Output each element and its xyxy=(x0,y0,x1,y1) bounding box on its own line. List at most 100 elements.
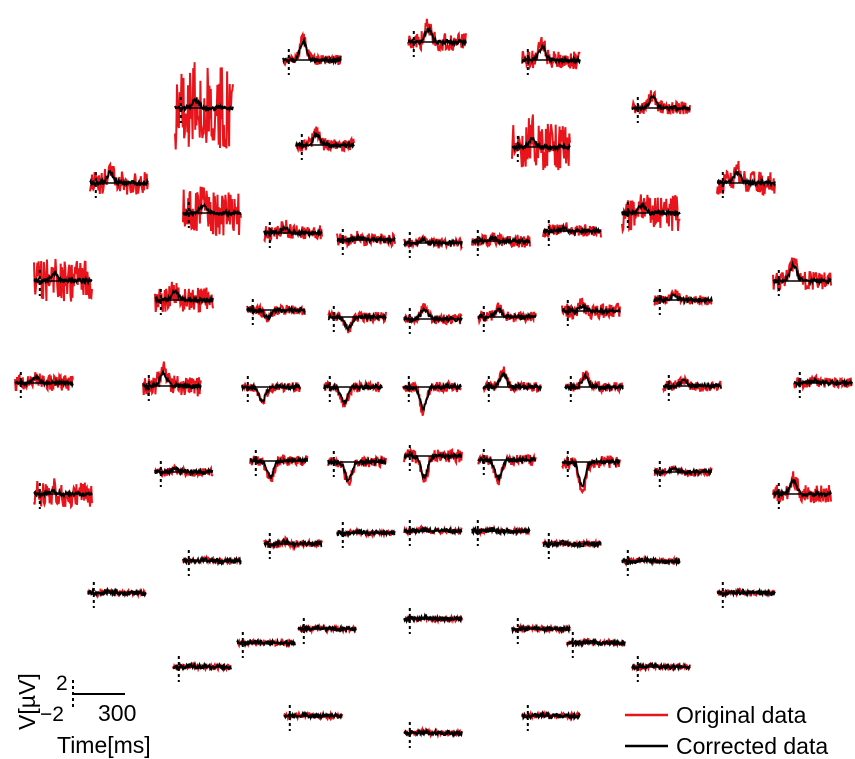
channel-panel xyxy=(772,471,832,509)
corrected-trace xyxy=(327,311,387,332)
legend-label-corrected: Corrected data xyxy=(676,733,828,759)
corrected-trace xyxy=(403,451,463,481)
channel-panel xyxy=(241,376,301,405)
corrected-trace xyxy=(182,202,242,219)
channel-panel xyxy=(33,258,93,302)
corrected-trace xyxy=(621,555,681,567)
original-trace xyxy=(154,281,214,313)
corrected-trace xyxy=(323,381,383,405)
channel-panel xyxy=(295,126,355,160)
corrected-trace xyxy=(621,202,681,218)
original-trace xyxy=(521,36,581,71)
channel-panel xyxy=(246,299,306,325)
channel-panel xyxy=(154,461,214,487)
corrected-trace xyxy=(403,525,463,536)
corrected-trace xyxy=(511,623,571,635)
channel-panel xyxy=(621,194,681,235)
corrected-trace xyxy=(631,661,691,673)
channel-panel xyxy=(477,302,537,332)
channel-panel xyxy=(403,608,463,634)
channel-panel xyxy=(511,114,571,171)
scale-bar-amplitude-tick-top: 2 xyxy=(56,672,68,695)
corrected-trace xyxy=(542,538,602,550)
corrected-trace xyxy=(521,710,581,722)
channel-panel xyxy=(542,220,602,246)
corrected-trace xyxy=(794,376,853,389)
corrected-trace xyxy=(327,456,387,482)
corrected-trace xyxy=(236,637,296,649)
channel-panel xyxy=(653,289,713,315)
corrected-trace xyxy=(716,168,776,189)
channel-panel xyxy=(403,302,463,334)
channel-panel xyxy=(323,376,383,409)
original-trace xyxy=(327,308,387,334)
scale-bar-time-label: Time[ms] xyxy=(57,732,151,758)
channel-panel xyxy=(403,445,463,483)
corrected-trace xyxy=(297,623,357,634)
original-trace xyxy=(246,302,306,323)
corrected-trace xyxy=(561,457,621,488)
corrected-trace xyxy=(403,235,463,249)
channel-panel xyxy=(33,478,93,510)
channel-panel xyxy=(283,705,343,731)
corrected-trace xyxy=(471,525,531,537)
original-trace xyxy=(154,463,214,479)
corrected-trace xyxy=(477,454,537,483)
corrected-trace xyxy=(566,637,626,649)
channel-panel xyxy=(142,361,202,401)
channel-panel xyxy=(182,186,242,236)
corrected-trace xyxy=(772,260,832,287)
corrected-trace xyxy=(477,307,537,322)
corrected-trace xyxy=(403,306,463,325)
original-trace xyxy=(511,114,571,171)
corrected-trace xyxy=(631,94,691,114)
corrected-trace xyxy=(471,234,531,247)
corrected-trace xyxy=(283,710,343,722)
corrected-trace xyxy=(89,170,149,188)
channel-panel xyxy=(631,656,691,682)
original-trace xyxy=(174,62,234,150)
channel-grid xyxy=(14,18,853,748)
corrected-trace xyxy=(403,727,463,739)
corrected-trace xyxy=(14,373,74,389)
channel-panel xyxy=(471,230,531,256)
corrected-trace xyxy=(172,661,232,672)
corrected-trace xyxy=(772,477,832,499)
original-trace xyxy=(142,361,202,397)
corrected-trace xyxy=(403,612,463,625)
corrected-trace xyxy=(402,381,462,412)
corrected-trace xyxy=(561,303,621,317)
corrected-trace xyxy=(564,371,624,393)
channel-panel xyxy=(561,297,621,326)
scale-bar-amplitude-label: V[µV] xyxy=(14,673,40,730)
channel-panel xyxy=(403,722,463,748)
channel-panel xyxy=(172,656,232,682)
channel-panel xyxy=(327,451,387,486)
corrected-trace xyxy=(295,131,355,150)
channel-panel xyxy=(716,160,776,198)
channel-panel xyxy=(407,18,467,57)
channel-panel xyxy=(174,62,234,150)
scale-bar: 2 −2 300 V[µV] Time[ms] xyxy=(14,672,151,758)
corrected-trace xyxy=(33,487,93,499)
channel-panel xyxy=(631,90,691,123)
channel-panel xyxy=(154,281,214,315)
legend-label-original: Original data xyxy=(676,702,807,728)
channel-panel xyxy=(542,533,602,559)
channel-panel xyxy=(653,461,713,487)
corrected-trace xyxy=(174,96,234,113)
corrected-trace xyxy=(407,25,467,48)
corrected-trace xyxy=(662,378,722,391)
corrected-trace xyxy=(336,232,396,246)
corrected-trace xyxy=(154,465,214,477)
channel-panel xyxy=(482,366,542,402)
corrected-trace xyxy=(142,368,202,392)
corrected-trace xyxy=(33,270,93,286)
channel-panel xyxy=(336,229,396,255)
corrected-trace xyxy=(716,587,776,599)
corrected-trace xyxy=(263,536,323,550)
original-trace xyxy=(33,478,93,510)
legend: Original data Corrected data xyxy=(625,702,828,759)
corrected-trace xyxy=(482,372,542,393)
